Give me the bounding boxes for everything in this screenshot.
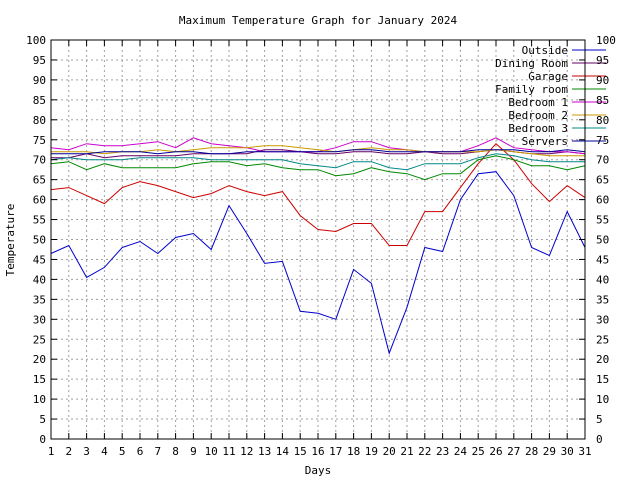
legend-label-servers: Servers bbox=[522, 135, 568, 148]
y-tick-label: 25 bbox=[33, 333, 46, 346]
y-tick-label-right: 90 bbox=[596, 74, 609, 87]
y-tick-label-right: 5 bbox=[596, 413, 603, 426]
y-tick-label-right: 80 bbox=[596, 114, 609, 127]
x-tick-label: 16 bbox=[311, 445, 324, 458]
x-tick-label: 9 bbox=[190, 445, 197, 458]
x-tick-label: 21 bbox=[400, 445, 413, 458]
y-tick-label: 55 bbox=[33, 214, 46, 227]
x-tick-label: 27 bbox=[507, 445, 520, 458]
x-tick-label: 25 bbox=[472, 445, 485, 458]
legend-label-bedroom-3: Bedroom 3 bbox=[508, 122, 568, 135]
x-tick-label: 20 bbox=[383, 445, 396, 458]
x-tick-label: 13 bbox=[258, 445, 271, 458]
y-tick-label-right: 75 bbox=[596, 134, 609, 147]
y-tick-label: 15 bbox=[33, 373, 46, 386]
y-tick-label: 95 bbox=[33, 54, 46, 67]
x-tick-label: 24 bbox=[454, 445, 468, 458]
x-tick-label: 10 bbox=[205, 445, 218, 458]
y-tick-label: 65 bbox=[33, 174, 46, 187]
x-tick-label: 6 bbox=[137, 445, 144, 458]
x-axis-label: Days bbox=[305, 464, 332, 477]
y-tick-label-right: 25 bbox=[596, 333, 609, 346]
y-tick-label-right: 35 bbox=[596, 293, 609, 306]
y-tick-label: 20 bbox=[33, 353, 46, 366]
y-tick-label: 40 bbox=[33, 273, 46, 286]
x-tick-label: 8 bbox=[172, 445, 179, 458]
y-tick-label: 10 bbox=[33, 393, 46, 406]
series-line-servers bbox=[51, 149, 586, 155]
series-line-bedroom-3 bbox=[50, 153, 585, 171]
x-tick-label: 19 bbox=[365, 445, 378, 458]
y-tick-label: 30 bbox=[33, 313, 46, 326]
y-tick-label-right: 10 bbox=[596, 393, 609, 406]
y-tick-label-right: 60 bbox=[596, 194, 609, 207]
y-tick-label: 75 bbox=[33, 134, 46, 147]
chart-title: Maximum Temperature Graph for January 20… bbox=[179, 14, 458, 27]
x-tick-label: 17 bbox=[329, 445, 342, 458]
x-tick-label: 31 bbox=[578, 445, 591, 458]
legend-label-dining-room: Dining Room bbox=[495, 57, 568, 70]
y-tick-label: 50 bbox=[33, 234, 46, 247]
plot-frame bbox=[50, 39, 586, 440]
y-tick-label-right: 15 bbox=[596, 373, 609, 386]
y-tick-label: 60 bbox=[33, 194, 46, 207]
legend-label-family-room: Family room bbox=[495, 83, 568, 96]
x-tick-label: 15 bbox=[294, 445, 307, 458]
y-tick-label-right: 95 bbox=[596, 54, 609, 67]
y-tick-label-right: 55 bbox=[596, 214, 609, 227]
y-tick-label: 70 bbox=[33, 154, 46, 167]
x-tick-label: 14 bbox=[276, 445, 290, 458]
y-tick-label: 5 bbox=[39, 413, 46, 426]
series-lines bbox=[50, 137, 586, 355]
y-axis-label: Temperature bbox=[4, 204, 17, 277]
x-tick-label: 2 bbox=[65, 445, 72, 458]
y-tick-label-right: 45 bbox=[596, 253, 609, 266]
y-tick-label: 100 bbox=[26, 34, 46, 47]
y-tick-label-right: 40 bbox=[596, 273, 609, 286]
y-tick-label: 0 bbox=[39, 433, 46, 446]
x-tick-label: 7 bbox=[154, 445, 161, 458]
x-tick-label: 11 bbox=[222, 445, 235, 458]
y-tick-label-right: 0 bbox=[596, 433, 603, 446]
legend-label-garage: Garage bbox=[528, 70, 568, 83]
y-tick-label: 90 bbox=[33, 74, 46, 87]
y-tick-label: 80 bbox=[33, 114, 46, 127]
x-tick-label: 12 bbox=[240, 445, 253, 458]
y-tick-label-right: 85 bbox=[596, 94, 609, 107]
x-tick-label: 28 bbox=[525, 445, 538, 458]
y-tick-label-right: 100 bbox=[596, 34, 616, 47]
series-line-family-room bbox=[50, 155, 586, 181]
legend-label-outside: Outside bbox=[522, 44, 568, 57]
series-line-outside bbox=[50, 171, 586, 355]
x-tick-label: 18 bbox=[347, 445, 360, 458]
x-tick-label: 1 bbox=[48, 445, 55, 458]
x-tick-label: 4 bbox=[101, 445, 108, 458]
x-tick-label: 30 bbox=[561, 445, 574, 458]
y-tick-label-right: 70 bbox=[596, 154, 609, 167]
y-tick-label-right: 50 bbox=[596, 234, 609, 247]
x-tick-label: 22 bbox=[418, 445, 431, 458]
y-tick-label: 45 bbox=[33, 253, 46, 266]
y-tick-label: 35 bbox=[33, 293, 46, 306]
x-tick-label: 29 bbox=[543, 445, 556, 458]
y-tick-label-right: 30 bbox=[596, 313, 609, 326]
legend-label-bedroom-2: Bedroom 2 bbox=[508, 109, 568, 122]
y-tick-label-right: 65 bbox=[596, 174, 609, 187]
x-tick-label: 5 bbox=[119, 445, 126, 458]
x-tick-label: 23 bbox=[436, 445, 449, 458]
y-tick-label: 85 bbox=[33, 94, 46, 107]
x-tick-label: 3 bbox=[83, 445, 90, 458]
legend-label-bedroom-1: Bedroom 1 bbox=[508, 96, 568, 109]
series-line-garage bbox=[50, 142, 586, 246]
y-tick-label-right: 20 bbox=[596, 353, 609, 366]
grid-lines bbox=[51, 40, 585, 439]
x-tick-label: 26 bbox=[489, 445, 502, 458]
